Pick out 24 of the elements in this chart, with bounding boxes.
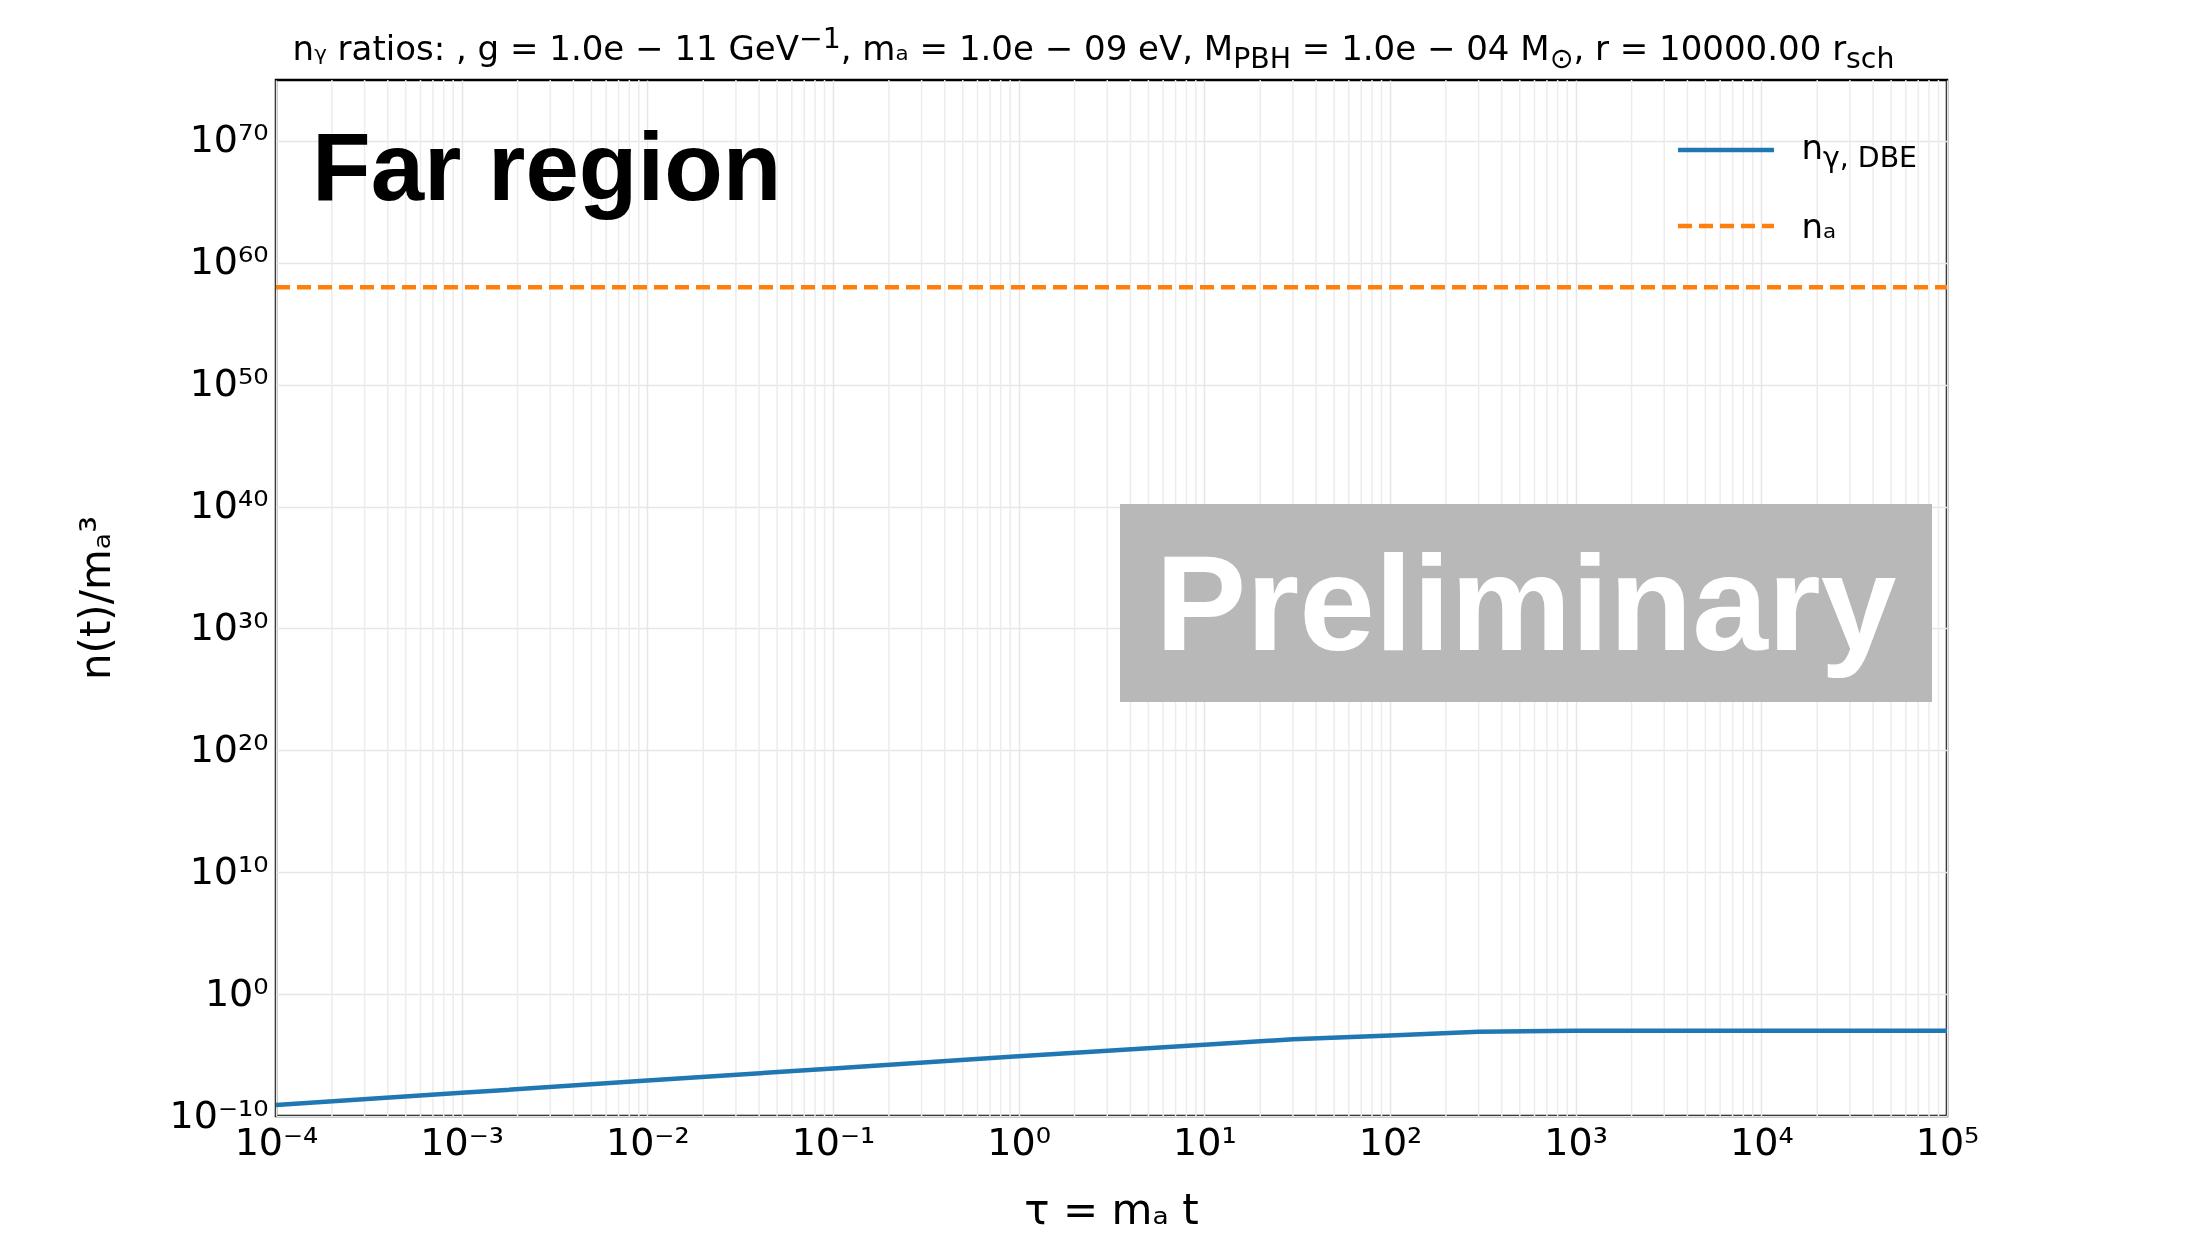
x-axis-title: τ = mₐ t <box>1023 1185 1200 1234</box>
x-tick-label: 10³ <box>1544 1119 1608 1164</box>
chart-title: nᵧ ratios: , g = 1.0e − 11 GeV$^{−1}$, mₐ = 1.0e − 09 eV, M$_{PBH}$ = 1.0e − 04 M$_{⊙}$, r = 10000.00 r$_{sch}$ <box>291 22 1896 76</box>
y-tick-label: 10⁰ <box>204 970 269 1015</box>
y-tick-label: 10⁷⁰ <box>189 117 269 162</box>
y-axis-title: n(t)/mₐ³ <box>70 515 120 681</box>
y-tick-label: 10⁵⁰ <box>189 361 269 406</box>
y-tick-label: 10⁶⁰ <box>189 239 269 284</box>
x-tick-label: 10⁵ <box>1915 1119 1980 1164</box>
x-tick-label: 10⁻¹ <box>791 1119 876 1164</box>
y-tick-label: 10²⁰ <box>189 726 269 771</box>
x-tick-label: 10² <box>1358 1119 1423 1164</box>
y-tick-label: 10⁴⁰ <box>189 483 269 528</box>
legend-label: nₐ <box>1801 206 1837 246</box>
x-tick-label: 10⁴ <box>1730 1119 1794 1164</box>
y-tick-label: 10³⁰ <box>189 604 269 649</box>
annotation: Preliminary <box>1120 504 1932 702</box>
annotation: Far region <box>312 112 782 222</box>
x-tick-label: 10⁰ <box>987 1119 1051 1164</box>
x-tick-label: 10⁻³ <box>420 1119 504 1164</box>
legend-label: n$_{γ, DBE}$ <box>1801 126 1917 174</box>
x-tick-label: 10⁻² <box>606 1119 690 1164</box>
y-tick-label: 10¹⁰ <box>189 848 269 893</box>
x-tick-label: 10¹ <box>1173 1119 1237 1164</box>
